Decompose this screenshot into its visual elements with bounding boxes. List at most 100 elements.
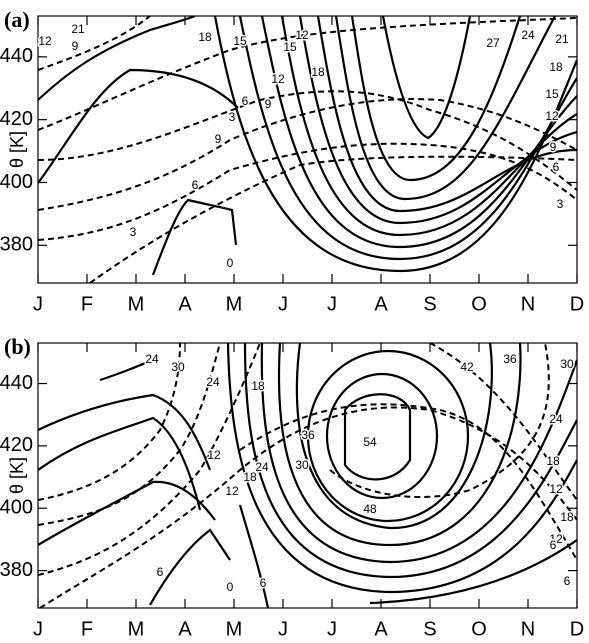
contour-line: [38, 343, 181, 501]
contour-label: 18: [243, 470, 257, 484]
x-tick-label: M: [226, 293, 243, 315]
contour-label: 36: [301, 428, 315, 442]
x-tick-label: A: [374, 618, 388, 640]
contour-label: 12: [549, 482, 563, 496]
contour-label: 21: [71, 22, 85, 36]
y-tick-label: 400: [0, 497, 33, 519]
x-tick-label: J: [33, 293, 43, 315]
y-tick-label: 440: [0, 45, 33, 67]
contour-line: [38, 343, 261, 576]
contour-label: 6: [157, 565, 164, 579]
contour-line: [151, 198, 238, 276]
contour-label: 18: [311, 65, 325, 79]
contour-label: 3: [557, 197, 564, 211]
contour-line: [350, 16, 522, 182]
y-axis-label: θ [K]: [7, 131, 27, 168]
contour-line: [239, 403, 577, 561]
contour-label: 12: [271, 72, 285, 86]
x-tick-label: A: [178, 618, 192, 640]
x-tick-label: J: [33, 618, 43, 640]
contour-line: [39, 406, 577, 608]
contour-label: 15: [233, 34, 247, 48]
contour-label: 9: [215, 132, 222, 146]
contour-label: 15: [545, 87, 559, 101]
y-tick-label: 440: [0, 372, 33, 394]
y-tick-label: 380: [0, 234, 33, 256]
contour-label: 12: [225, 484, 239, 498]
x-tick-label: N: [521, 293, 535, 315]
x-tick-label: A: [178, 293, 192, 315]
contour-line: [38, 90, 577, 191]
contour-label: 36: [503, 352, 517, 366]
panel-label: (a): [4, 7, 30, 32]
contour-line: [316, 16, 577, 213]
contour-line: [38, 16, 151, 71]
plot-frame: [37, 15, 578, 284]
contour-line: [38, 142, 577, 241]
contour-label: 0: [227, 580, 234, 594]
contour-label: 24: [549, 412, 563, 426]
panel-label: (b): [4, 334, 31, 359]
contour-line: [295, 343, 493, 530]
y-tick-label: 380: [0, 559, 33, 581]
contour-label: 6: [260, 576, 267, 590]
x-tick-label: S: [423, 293, 436, 315]
x-tick-label: M: [128, 293, 145, 315]
contour-label: 12: [38, 34, 52, 48]
contour-line: [325, 372, 439, 500]
contour-line: [306, 349, 470, 523]
contour-label: 18: [560, 510, 574, 524]
contour-label: 9: [265, 97, 272, 111]
y-tick-label: 420: [0, 108, 33, 130]
contour-line: [334, 16, 556, 201]
contour-line: [38, 17, 577, 131]
x-tick-label: F: [81, 293, 93, 315]
contour-line: [280, 16, 577, 237]
contour-label: 6: [242, 94, 249, 108]
contour-line: [238, 504, 270, 608]
contour-label: 30: [295, 458, 309, 472]
contour-label: 9: [550, 140, 557, 154]
contours-b: [38, 343, 577, 608]
x-tick-label: F: [81, 618, 93, 640]
contour-line: [343, 393, 412, 481]
contour-line: [260, 343, 577, 564]
contour-line: [243, 343, 577, 579]
y-tick-label: 420: [0, 434, 33, 456]
x-tick-label: S: [423, 618, 436, 640]
contour-line: [38, 416, 202, 511]
contour-label: 30: [560, 357, 574, 371]
x-tick-label: D: [570, 293, 584, 315]
contour-label: 21: [555, 32, 569, 46]
x-tick-label: D: [570, 618, 584, 640]
contour-line: [38, 393, 212, 471]
contour-label: 9: [72, 39, 79, 53]
contour-label: 18: [546, 454, 560, 468]
x-tick-label: O: [471, 618, 487, 640]
contour-label: 15: [283, 40, 297, 54]
contour-label: 12: [207, 448, 221, 462]
contour-label: 0: [227, 256, 234, 270]
contour-label: 24: [521, 28, 535, 42]
contour-line: [369, 539, 577, 605]
x-tick-label: J: [327, 618, 337, 640]
x-tick-label: M: [128, 618, 145, 640]
contour-label: 24: [145, 352, 159, 366]
contour-line: [329, 343, 550, 499]
contour-label: 12: [545, 109, 559, 123]
plot-frame: [37, 342, 578, 609]
x-tick-label: O: [471, 293, 487, 315]
contour-label: 6: [192, 178, 199, 192]
contour-line: [381, 16, 472, 140]
contour-line: [99, 358, 154, 382]
contour-label: 54: [363, 435, 377, 449]
contour-label: 3: [130, 225, 137, 239]
contours-a: [38, 16, 577, 283]
contour-line: [89, 155, 577, 283]
x-tick-label: J: [278, 618, 288, 640]
contour-label: 12: [295, 28, 309, 42]
contour-label: 6: [564, 574, 571, 588]
contour-label: 42: [460, 360, 474, 374]
